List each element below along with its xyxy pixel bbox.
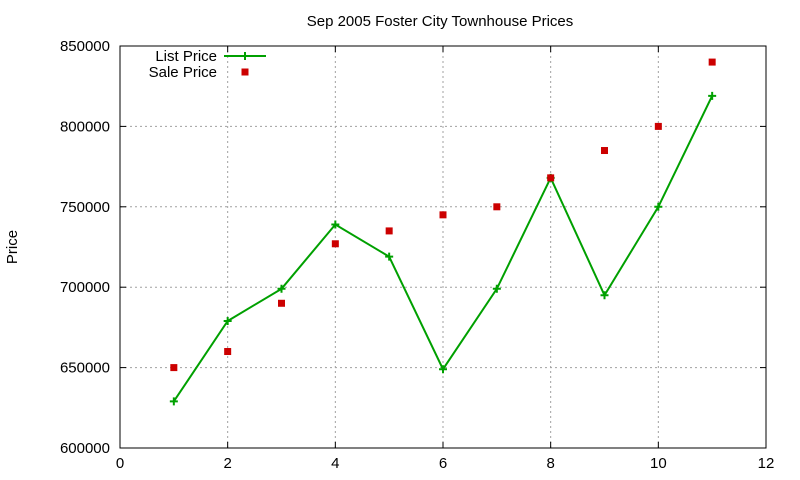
legend: List Price Sale Price: [149, 48, 266, 81]
x-tick-label: 0: [116, 455, 124, 472]
y-tick-label: 750000: [60, 199, 110, 216]
sale-price-point: [601, 147, 608, 155]
list-price-point: [277, 284, 286, 293]
sale-price-point: [654, 122, 662, 130]
list-price-point: [600, 291, 609, 300]
plot-area: [169, 58, 717, 406]
list-price-point: [654, 202, 663, 211]
y-tick-label: 700000: [60, 279, 110, 296]
y-tick-label: 800000: [60, 118, 110, 135]
x-tick-label: 6: [439, 455, 447, 472]
sale-price-point: [331, 240, 339, 248]
x-tick-label: 2: [223, 455, 231, 472]
y-axis-label: Price: [4, 230, 21, 264]
list-price-point: [331, 220, 340, 229]
x-tick-label: 10: [650, 455, 667, 472]
legend-marker-list-price: [241, 52, 249, 60]
sale-price-point: [547, 174, 555, 182]
list-price-point: [169, 397, 178, 406]
sale-price-point: [278, 299, 285, 307]
list-price-point: [492, 284, 501, 293]
x-tick-label: 4: [331, 455, 339, 472]
list-price-point: [439, 365, 447, 374]
sale-price-point: [708, 58, 716, 66]
legend-label-list-price: List Price: [155, 48, 217, 65]
legend-label-sale-price: Sale Price: [149, 64, 217, 81]
list-price-point: [223, 316, 232, 325]
sale-price-point: [170, 364, 178, 372]
sale-price-point: [493, 203, 501, 211]
x-tick-label: 12: [758, 455, 775, 472]
chart-title: Sep 2005 Foster City Townhouse Prices: [307, 13, 574, 30]
x-tick-label: 8: [546, 455, 554, 472]
sale-price-point: [224, 348, 232, 356]
list-price-point: [385, 252, 394, 261]
grid-lines: [120, 46, 766, 448]
sale-price-point: [385, 227, 393, 235]
y-tick-label: 850000: [60, 38, 110, 55]
y-tick-label: 650000: [60, 360, 110, 377]
legend-marker-sale-price: [241, 68, 249, 76]
y-tick-label: 600000: [60, 440, 110, 457]
sale-price-point: [439, 211, 447, 219]
axis-ticks: 0 2 4 6 8 10 12 600000 650000 700000 750000 800000 8…: [60, 38, 774, 472]
list-price-point: [708, 91, 717, 100]
